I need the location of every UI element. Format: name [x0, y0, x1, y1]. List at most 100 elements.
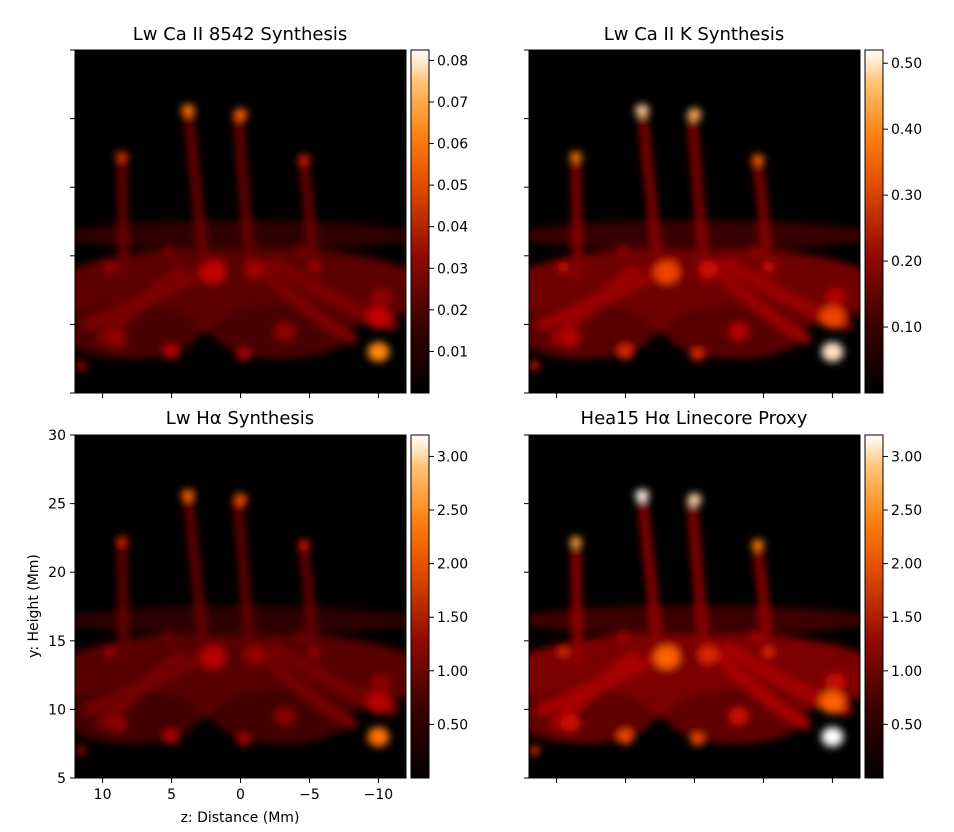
- heatmap-features: [75, 104, 406, 371]
- panel-cak: Lw Ca II K Synthesis 0.10 0.20 0.30 0.40 0.5…: [524, 24, 922, 398]
- bright-knot: [820, 691, 845, 714]
- colorbar: [864, 434, 884, 779]
- bright-knot: [728, 707, 749, 725]
- y-tick-label: 10: [48, 702, 66, 718]
- colorbar-tick-label: 0.02: [437, 303, 468, 319]
- bright-knot: [617, 344, 634, 360]
- bright-knot: [106, 329, 127, 347]
- emission-strand: [96, 266, 185, 345]
- bright-knot: [244, 645, 264, 664]
- colorbar: [410, 434, 430, 779]
- bright-knot: [529, 360, 541, 371]
- emission-region: [75, 605, 406, 636]
- bright-knot: [200, 646, 226, 669]
- bright-knot: [763, 646, 775, 657]
- emission-region: [75, 220, 406, 251]
- bright-knot: [309, 646, 321, 657]
- bright-knot: [115, 536, 129, 548]
- emission-strand: [254, 260, 358, 345]
- bright-knot: [635, 104, 649, 117]
- heatmap-features: [75, 489, 406, 756]
- bright-knot: [366, 691, 391, 714]
- colorbar-tick-label: 0.06: [437, 137, 468, 153]
- y-axis-label: y: Height (Mm): [26, 554, 42, 658]
- bright-knot: [617, 247, 628, 257]
- bright-knot: [654, 646, 680, 669]
- bright-knot: [244, 260, 264, 279]
- x-ticks: [556, 393, 833, 398]
- emission-strand: [117, 546, 129, 667]
- x-ticks: [556, 778, 833, 783]
- bright-knot: [821, 726, 844, 747]
- colorbar-ticks: 0.01 0.02 0.03 0.04 0.05 0.06 0.07 0.08: [429, 53, 468, 360]
- bright-knot: [181, 104, 195, 117]
- bright-knot: [103, 646, 115, 657]
- x-tick-label: −5: [299, 787, 320, 803]
- emission-strand: [254, 645, 358, 730]
- bright-knot: [367, 341, 390, 362]
- emission-region: [529, 220, 860, 251]
- emission-strand: [96, 651, 185, 730]
- emission-strand: [550, 651, 639, 730]
- colorbar-tick-label: 2.00: [437, 557, 468, 573]
- bright-knot: [371, 673, 391, 691]
- bright-knot: [103, 261, 115, 272]
- colorbar-ticks: 0.50 1.00 1.50 2.00 2.50 3.00: [883, 449, 922, 733]
- bright-knot: [763, 261, 775, 272]
- bright-knot: [820, 306, 845, 329]
- bright-knot: [825, 673, 845, 691]
- emission-strand: [708, 645, 812, 730]
- colorbar-tick-label: 2.50: [437, 503, 468, 519]
- colorbar-tick-label: 0.50: [891, 717, 922, 733]
- x-axis-label: z: Distance (Mm): [181, 810, 300, 826]
- bright-knot: [106, 714, 127, 732]
- bright-knot: [309, 261, 321, 272]
- x-tick-label: 0: [236, 787, 245, 803]
- x-tick-label: 10: [94, 787, 112, 803]
- bright-knot: [274, 707, 295, 725]
- bright-knot: [366, 306, 391, 329]
- bright-knot: [236, 733, 251, 746]
- bright-knot: [236, 348, 251, 361]
- y-tick-label: 30: [48, 428, 66, 444]
- colorbar-ticks: 0.10 0.20 0.30 0.40 0.50: [883, 56, 922, 336]
- bright-knot: [569, 536, 583, 548]
- bright-knot: [751, 539, 765, 551]
- colorbar-tick-label: 1.00: [891, 664, 922, 680]
- y-tick-label: 5: [57, 771, 66, 787]
- emission-strand: [117, 161, 129, 282]
- panel-hea15-halpha: Hea15 Hα Linecore Proxy 0.50 1.00 1.50 2.00…: [524, 408, 922, 783]
- y-ticks: [70, 49, 75, 394]
- bright-knot: [75, 745, 87, 756]
- colorbar-tick-label: 3.00: [437, 449, 468, 465]
- y-tick-label: 15: [48, 634, 66, 650]
- emission-region: [529, 605, 860, 636]
- bright-knot: [233, 493, 248, 506]
- bright-knot: [297, 154, 311, 166]
- bright-knot: [163, 632, 174, 642]
- bright-knot: [163, 247, 174, 257]
- bright-knot: [617, 632, 628, 642]
- bright-knot: [728, 322, 749, 340]
- colorbar-tick-label: 0.08: [437, 53, 468, 69]
- colorbar-tick-label: 0.50: [437, 717, 468, 733]
- x-ticks: 10 5 0 −5 −10: [94, 778, 393, 803]
- colorbar-tick-label: 0.01: [437, 344, 468, 360]
- bright-knot: [751, 154, 765, 166]
- panel-title: Lw Ca II K Synthesis: [604, 24, 784, 45]
- colorbar-tick-label: 0.05: [437, 178, 468, 194]
- colorbar: [864, 49, 884, 394]
- y-ticks: 5 10 15 20 25 30: [48, 428, 75, 787]
- bright-knot: [115, 151, 129, 163]
- bright-knot: [557, 261, 569, 272]
- bright-knot: [296, 247, 307, 257]
- bright-knot: [560, 329, 581, 347]
- colorbar-tick-label: 0.30: [891, 188, 922, 204]
- bright-knot: [698, 645, 718, 664]
- bright-knot: [750, 632, 761, 642]
- emission-strand: [708, 260, 812, 345]
- bright-knot: [529, 745, 541, 756]
- colorbar-tick-label: 1.50: [437, 610, 468, 626]
- bright-knot: [181, 489, 195, 502]
